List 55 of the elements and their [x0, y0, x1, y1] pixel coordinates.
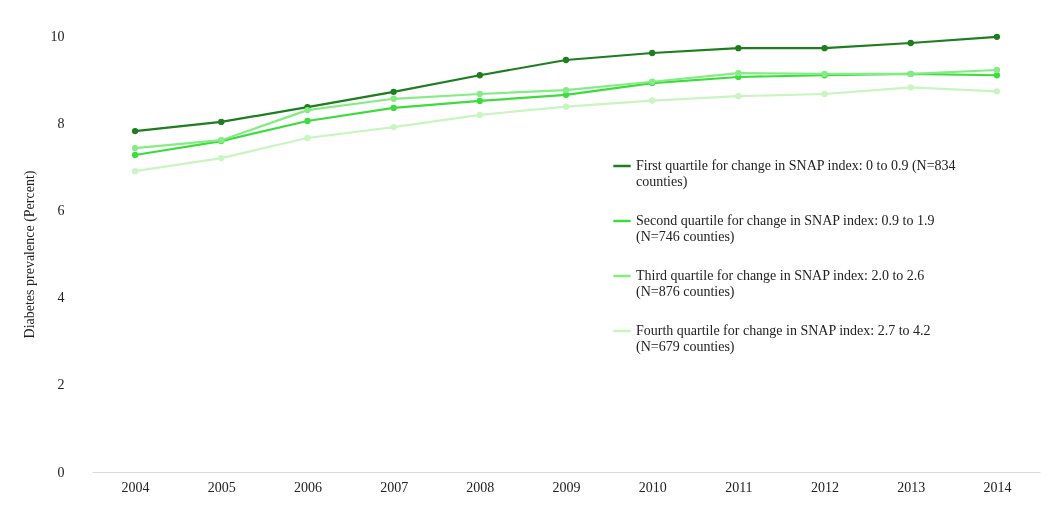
x-tick-label: 2012: [811, 479, 840, 495]
legend-label: Fourth quartile for change in SNAP index: 2.7 to 4.2 (N=679 counties): [636, 323, 931, 355]
point: [131, 168, 139, 175]
point: [476, 90, 483, 98]
x-tick-label: 2006: [293, 479, 322, 495]
point: [390, 104, 397, 112]
point: [821, 90, 828, 98]
point: [562, 103, 570, 110]
y-tick-label: 10: [50, 28, 65, 44]
point: [476, 111, 483, 119]
x-tick-label: 2009: [552, 479, 581, 495]
point: [390, 123, 397, 131]
y-tick-label: 8: [57, 115, 65, 131]
point: [476, 97, 483, 105]
x-tick-label: 2014: [983, 479, 1012, 495]
x-tick-label: 2011: [725, 479, 753, 495]
legend-label: Third quartile for change in SNAP index: 2.0 to 2.6 (N=876 counties): [636, 268, 925, 300]
point: [907, 84, 914, 91]
x-tick-label: 2005: [207, 479, 236, 495]
point: [649, 49, 656, 57]
point: [735, 93, 742, 100]
point: [993, 72, 1001, 79]
point: [993, 66, 1001, 74]
x-tick-label: 2008: [466, 479, 495, 495]
y-axis-title: Diabetes prevalence (Percent): [21, 170, 38, 339]
point: [390, 95, 397, 102]
point: [649, 97, 656, 104]
point: [476, 72, 483, 79]
point: [131, 144, 139, 152]
point: [304, 117, 311, 125]
legend-label: Second quartile for change in SNAP index: 0.9 to 1.9 (N=746 counties): [636, 213, 935, 245]
y-tick-label: 2: [57, 377, 65, 393]
point: [131, 127, 139, 135]
y-tick-label: 4: [57, 290, 65, 306]
point: [562, 91, 570, 99]
point: [735, 45, 742, 52]
x-tick-label: 2007: [380, 479, 409, 495]
point: [821, 45, 828, 52]
legend-label: First quartile for change in SNAP index: 0 to 0.9 (N=834 counties): [636, 158, 956, 190]
point: [562, 56, 570, 64]
point: [218, 118, 225, 126]
y-tick-label: 6: [57, 202, 65, 218]
x-tick-label: 2013: [897, 479, 926, 495]
point: [562, 86, 570, 94]
point: [907, 39, 914, 47]
point: [993, 33, 1001, 41]
x-tick-label: 2004: [121, 479, 150, 495]
point: [131, 151, 139, 159]
point: [218, 154, 225, 162]
point: [390, 88, 397, 95]
point: [304, 134, 311, 142]
y-tick-label: 0: [57, 464, 65, 480]
x-tick-label: 2010: [638, 479, 667, 495]
point: [993, 88, 1001, 95]
point: [735, 69, 742, 77]
